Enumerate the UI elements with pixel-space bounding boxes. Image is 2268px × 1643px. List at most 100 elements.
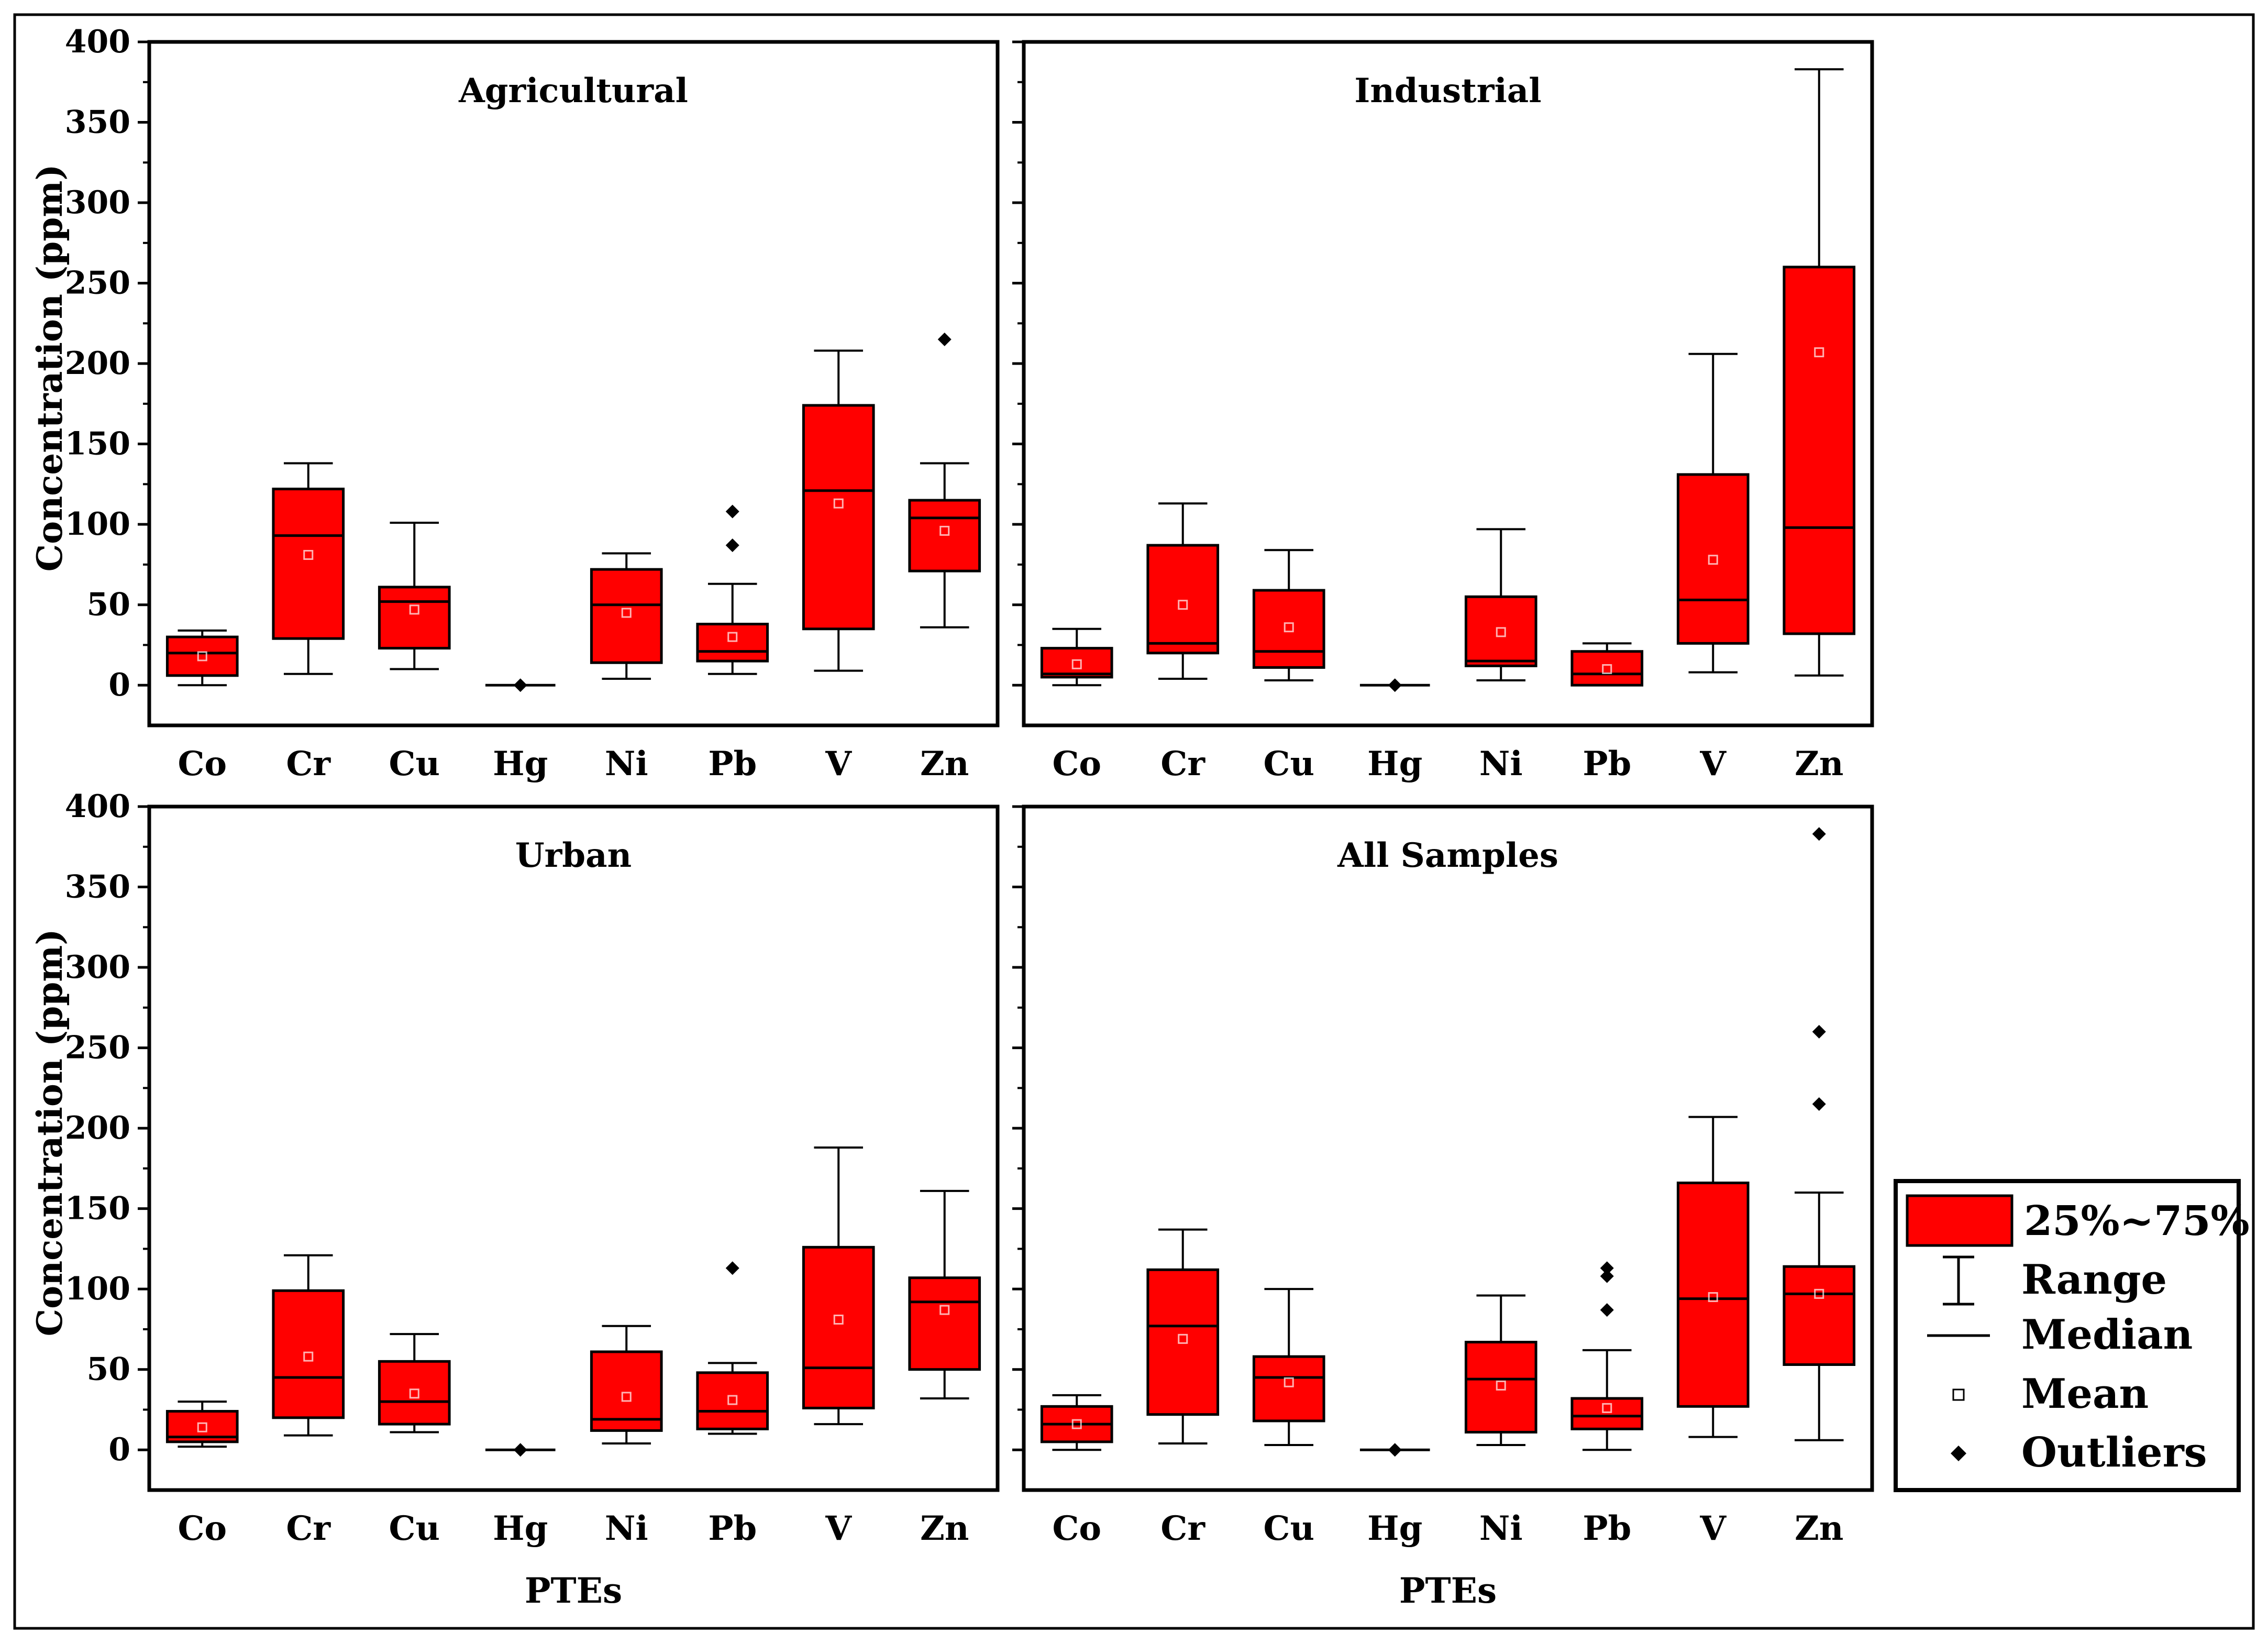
x-axis-title: PTEs	[1399, 1570, 1497, 1611]
legend-box-swatch	[1906, 1194, 2013, 1247]
outlier-marker	[937, 333, 952, 347]
mean-marker	[197, 1422, 207, 1432]
mean-marker	[303, 1351, 314, 1362]
y-tick-label: 300	[65, 949, 130, 986]
box-co	[1040, 627, 1113, 687]
box-co	[165, 629, 239, 687]
x-tick-label-zn: Zn	[920, 1509, 969, 1548]
y-tick-label: 350	[65, 104, 130, 141]
iqr-box	[1146, 1268, 1220, 1416]
box-ni	[590, 552, 663, 680]
iqr-box	[1464, 595, 1537, 667]
x-tick-label-pb: Pb	[708, 744, 757, 784]
x-tick-label-pb: Pb	[1583, 1509, 1631, 1548]
legend-mean-marker	[1952, 1388, 1965, 1401]
box-v	[1676, 352, 1750, 674]
box-cr	[272, 1254, 345, 1437]
x-tick-label-ni: Ni	[1479, 1509, 1523, 1548]
x-tick-label-zn: Zn	[920, 744, 969, 784]
mean-marker	[833, 498, 844, 509]
box-ni	[1464, 1294, 1537, 1447]
iqr-box	[1783, 1265, 1856, 1366]
box-cu	[378, 522, 451, 670]
box-cr	[272, 462, 345, 675]
iqr-box	[272, 1289, 345, 1419]
x-tick-label-zn: Zn	[1795, 744, 1843, 784]
y-tick-label: 300	[65, 184, 130, 221]
mean-marker	[1496, 627, 1506, 637]
x-tick-label-cr: Cr	[286, 1509, 331, 1548]
plot-frame	[1022, 40, 1874, 727]
mean-marker	[1814, 347, 1824, 358]
legend-mean-label: Mean	[2021, 1370, 2149, 1418]
y-tick-label: 400	[65, 24, 130, 60]
x-tick-label-v: V	[1699, 744, 1727, 784]
iqr-box	[696, 1371, 769, 1430]
y-tick-label: 100	[65, 1271, 130, 1307]
iqr-box	[908, 1276, 981, 1371]
x-tick-label-cr: Cr	[1160, 1509, 1205, 1548]
panels-layer: 0 50 100 150 200 250 300 350 400 Co Cr Cu Hg Ni Pb V Zn A…	[29, 24, 1874, 1611]
panel-title: Agricultural	[458, 71, 688, 111]
mean-marker	[1284, 622, 1294, 633]
legend-range-label: Range	[2021, 1256, 2167, 1304]
x-tick-label-co: Co	[178, 744, 227, 784]
plot-frame	[147, 804, 1000, 1492]
box-hg	[485, 1443, 556, 1457]
y-tick-label: 250	[65, 265, 130, 302]
box-pb	[1570, 642, 1644, 687]
box-hg	[485, 678, 556, 692]
mean-marker	[409, 1388, 419, 1399]
mean-marker	[939, 1305, 950, 1315]
mean-marker	[939, 525, 950, 536]
iqr-box	[1252, 1355, 1325, 1423]
plot-frame	[147, 40, 1000, 727]
iqr-box	[165, 635, 239, 677]
mean-marker	[1284, 1377, 1294, 1387]
x-tick-label-cu: Cu	[389, 744, 440, 784]
box-zn	[908, 333, 981, 628]
legend-outlier-label: Outliers	[2021, 1429, 2207, 1476]
iqr-box	[1570, 650, 1644, 687]
mean-marker	[727, 1395, 738, 1405]
mean-marker	[1071, 659, 1082, 669]
iqr-box	[802, 1245, 875, 1409]
legend-box-label: 25%~75%	[2024, 1197, 2250, 1245]
y-tick-label: 150	[65, 1190, 130, 1227]
mean-marker	[409, 604, 419, 615]
box-pb	[696, 504, 769, 675]
mean-marker	[727, 632, 738, 642]
y-tick-label: 350	[65, 869, 130, 906]
legend: 25%~75% Range Median Mean Outliers	[1894, 1179, 2250, 1492]
x-tick-label-co: Co	[1052, 744, 1101, 784]
box-hg	[1359, 1443, 1430, 1457]
outlier-marker	[1600, 1303, 1614, 1317]
x-tick-label-pb: Pb	[708, 1509, 757, 1548]
y-tick-label: 50	[87, 587, 131, 623]
y-axis-title: Concentration (ppm)	[29, 164, 70, 572]
outlier-marker	[725, 504, 739, 519]
x-tick-label-co: Co	[1052, 1509, 1101, 1548]
mean-marker	[197, 651, 207, 661]
iqr-box	[802, 404, 875, 631]
box-cr	[1146, 502, 1220, 680]
outlier-marker	[1388, 1443, 1402, 1457]
x-tick-label-hg: Hg	[493, 744, 548, 784]
box-pb	[1570, 1261, 1644, 1451]
iqr-box	[1570, 1397, 1644, 1430]
y-tick-label: 250	[65, 1030, 130, 1066]
box-zn	[1783, 68, 1856, 677]
mean-marker	[1071, 1419, 1082, 1429]
x-tick-label-cu: Cu	[1264, 1509, 1314, 1548]
legend-median-label: Median	[2021, 1311, 2193, 1359]
box-pb	[696, 1261, 769, 1435]
iqr-box	[1783, 266, 1856, 635]
x-tick-label-ni: Ni	[1479, 744, 1523, 784]
x-tick-label-v: V	[1699, 1509, 1727, 1548]
y-tick-label: 200	[65, 345, 130, 382]
mean-marker	[303, 550, 314, 560]
iqr-box	[590, 568, 663, 664]
y-tick-label: 0	[108, 1431, 130, 1468]
x-tick-label-zn: Zn	[1795, 1509, 1843, 1548]
y-tick-label: 50	[87, 1351, 131, 1388]
